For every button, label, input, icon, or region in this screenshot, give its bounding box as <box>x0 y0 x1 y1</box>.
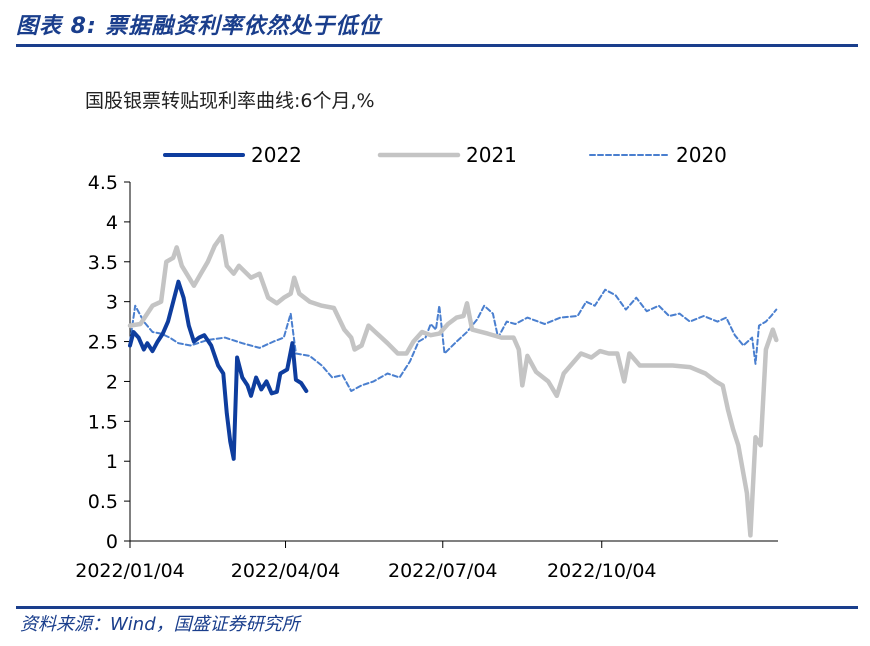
figure-title: 图表 8: 票据融资利率依然处于低位 <box>16 14 382 39</box>
y-tick-label: 3 <box>106 292 118 314</box>
legend-label-2020: 2020 <box>676 143 727 167</box>
x-tick-label: 2022/07/04 <box>388 560 498 582</box>
chart-legend: 2022 2021 2020 <box>163 143 727 167</box>
series-lines <box>127 233 779 538</box>
title-rule <box>16 44 858 47</box>
y-tick-label: 0.5 <box>88 491 118 513</box>
x-tick-label: 2022/04/04 <box>231 560 341 582</box>
legend-label-2021: 2021 <box>466 143 517 167</box>
series-line-2021 <box>127 233 779 538</box>
x-tick-label: 2022/10/04 <box>547 560 657 582</box>
source-note: 资料来源：Wind，国盛证券研究所 <box>20 614 300 635</box>
y-tick-label: 1.5 <box>88 411 118 433</box>
y-tick-label: 4 <box>106 212 118 234</box>
y-axis: 0 0.5 1 1.5 2 2.5 3 3.5 4 4.5 <box>88 172 131 553</box>
chart-title: 国股银票转贴现利率曲线:6个月,% <box>85 90 375 112</box>
y-tick-label: 0 <box>106 531 118 553</box>
y-tick-label: 1 <box>106 451 118 473</box>
series-line-2020 <box>129 288 778 392</box>
legend-label-2022: 2022 <box>251 143 302 167</box>
x-axis: 2022/01/04 2022/04/04 2022/07/04 2022/10/04 <box>75 540 778 582</box>
y-tick-label: 3.5 <box>88 252 118 274</box>
y-tick-label: 4.5 <box>88 172 118 194</box>
x-tick-label: 2022/01/04 <box>75 560 185 582</box>
source-rule <box>16 606 858 609</box>
y-tick-label: 2.5 <box>88 332 118 354</box>
series-line-2022 <box>128 279 309 461</box>
y-tick-label: 2 <box>106 371 118 393</box>
